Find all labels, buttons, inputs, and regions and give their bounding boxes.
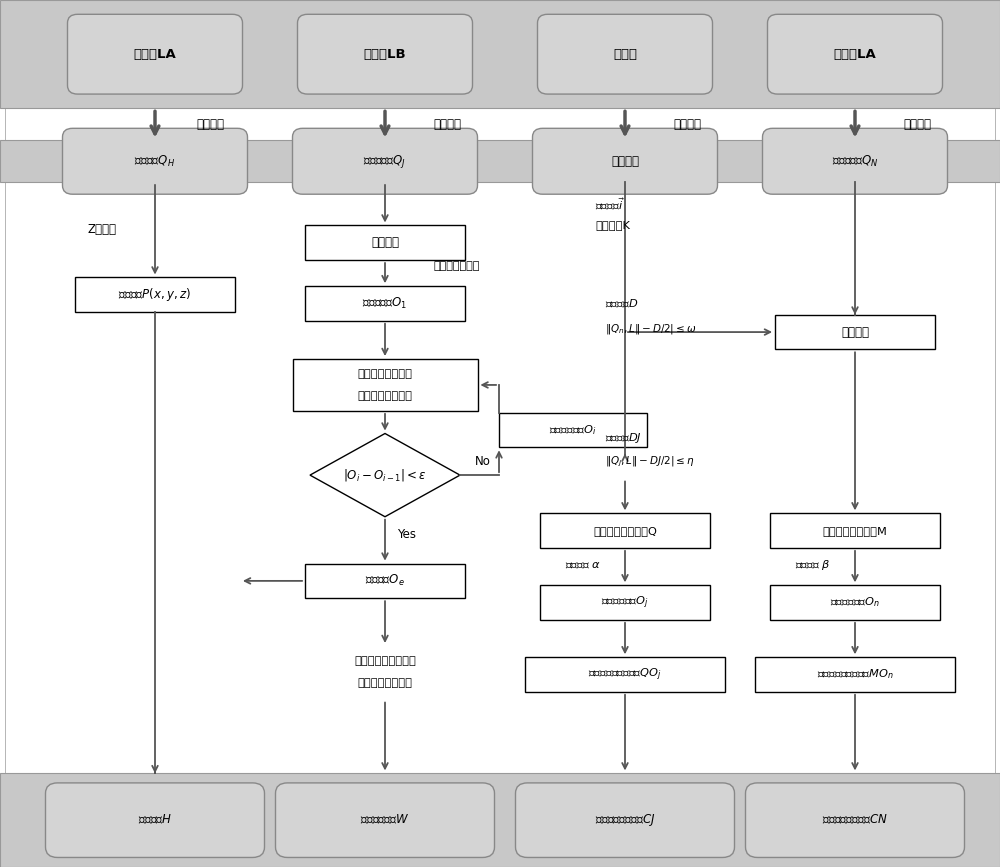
- FancyBboxPatch shape: [532, 128, 718, 194]
- Bar: [305, 225, 465, 260]
- Text: 线激光LA: 线激光LA: [134, 48, 176, 61]
- Text: 阈值点与交点的距离$QO_j$: 阈值点与交点的距离$QO_j$: [588, 667, 662, 682]
- Text: 线激光LB: 线激光LB: [364, 48, 406, 61]
- Text: 旋转扫描: 旋转扫描: [903, 118, 931, 131]
- Text: 点云滤波: 点云滤波: [841, 326, 869, 338]
- Text: 方向向量$\vec{i}$: 方向向量$\vec{i}$: [595, 196, 625, 212]
- Bar: [540, 513, 710, 548]
- Bar: [292, 359, 478, 411]
- Text: 内曲面斜向圆跳动$CN$: 内曲面斜向圆跳动$CN$: [822, 813, 888, 827]
- Text: 已知夹角 $\beta$: 已知夹角 $\beta$: [795, 558, 831, 572]
- Text: 深腔顶点$P(x,y,z)$: 深腔顶点$P(x,y,z)$: [118, 286, 192, 303]
- Text: 已知夹角 $\alpha$: 已知夹角 $\alpha$: [565, 560, 601, 570]
- FancyBboxPatch shape: [538, 15, 712, 95]
- FancyBboxPatch shape: [62, 128, 248, 194]
- Text: 内曲面点云$Q_N$: 内曲面点云$Q_N$: [832, 153, 878, 169]
- Text: 已知距离$D$: 已知距离$D$: [605, 297, 638, 310]
- Text: 深腔点云$Q_H$: 深腔点云$Q_H$: [134, 153, 176, 169]
- Text: No: No: [475, 455, 491, 467]
- Text: 距离点的邻域均值: 距离点的邻域均值: [358, 391, 413, 401]
- Bar: [75, 277, 235, 312]
- Text: 旋转扫描: 旋转扫描: [433, 118, 461, 131]
- Text: $\|Q_n, L\| - D/2| \leq \omega$: $\|Q_n, L\| - D/2| \leq \omega$: [605, 323, 696, 336]
- Text: 水平扫描: 水平扫描: [196, 118, 224, 131]
- Text: 调整基准球心$O_i$: 调整基准球心$O_i$: [549, 423, 597, 437]
- Text: 点云滤波: 点云滤波: [371, 237, 399, 249]
- Bar: [0, 773, 1000, 867]
- FancyBboxPatch shape: [46, 783, 264, 857]
- Polygon shape: [310, 434, 460, 517]
- Text: 球心初位置$O_1$: 球心初位置$O_1$: [362, 296, 408, 311]
- Text: 转轴标定: 转轴标定: [611, 155, 639, 167]
- Bar: [525, 657, 725, 692]
- Text: Z向极值: Z向极值: [88, 224, 117, 236]
- FancyBboxPatch shape: [763, 128, 948, 194]
- Bar: [499, 413, 647, 447]
- FancyBboxPatch shape: [745, 783, 964, 857]
- Text: 旋转扫描: 旋转扫描: [673, 118, 701, 131]
- Bar: [540, 585, 710, 620]
- Text: 内曲面半径阈值点M: 内曲面半径阈值点M: [823, 525, 887, 536]
- Text: 基准球半径阈值点Q: 基准球半径阈值点Q: [593, 525, 657, 536]
- Bar: [755, 657, 955, 692]
- Bar: [0, 140, 1000, 182]
- Text: 标定球: 标定球: [613, 48, 637, 61]
- Text: 其余角球面点到球心: 其余角球面点到球心: [354, 655, 416, 666]
- FancyBboxPatch shape: [292, 128, 478, 194]
- Text: 角球面点云$Q_J$: 角球面点云$Q_J$: [363, 153, 407, 170]
- Text: 基准球点云匹配: 基准球点云匹配: [434, 261, 480, 271]
- Text: 线激光LA: 线激光LA: [834, 48, 876, 61]
- Text: 对应转轴交点$O_n$: 对应转轴交点$O_n$: [830, 596, 880, 610]
- FancyBboxPatch shape: [768, 15, 942, 95]
- Text: 角球面到球心最小: 角球面到球心最小: [358, 368, 413, 379]
- Text: 已知距离$DJ$: 已知距离$DJ$: [605, 431, 642, 445]
- Text: Yes: Yes: [397, 528, 416, 540]
- Text: 最小距离的最大值: 最小距离的最大值: [358, 678, 413, 688]
- Text: 角球面斜向圆跳动$CJ$: 角球面斜向圆跳动$CJ$: [595, 812, 655, 828]
- Text: 对应转轴交点$O_j$: 对应转轴交点$O_j$: [601, 595, 649, 610]
- Text: 定位球心$O_e$: 定位球心$O_e$: [365, 573, 405, 589]
- FancyBboxPatch shape: [68, 15, 242, 95]
- Bar: [0, 0, 1000, 108]
- Text: $|O_i - O_{i-1}| < \varepsilon$: $|O_i - O_{i-1}| < \varepsilon$: [343, 467, 427, 483]
- FancyBboxPatch shape: [516, 783, 734, 857]
- Text: 空腔高度$H$: 空腔高度$H$: [138, 813, 172, 827]
- FancyBboxPatch shape: [298, 15, 473, 95]
- Text: 旋转中心K: 旋转中心K: [595, 220, 630, 231]
- Bar: [770, 585, 940, 620]
- Text: 阈值点与交点的距离$MO_n$: 阈值点与交点的距离$MO_n$: [817, 668, 893, 681]
- Bar: [770, 513, 940, 548]
- Bar: [305, 286, 465, 321]
- Bar: [305, 564, 465, 598]
- FancyBboxPatch shape: [275, 783, 494, 857]
- Bar: [775, 315, 935, 349]
- Text: 角球面吻合度$W$: 角球面吻合度$W$: [360, 813, 410, 827]
- Text: $\|Q_j, L\| - DJ/2| \leq \eta$: $\|Q_j, L\| - DJ/2| \leq \eta$: [605, 455, 695, 469]
